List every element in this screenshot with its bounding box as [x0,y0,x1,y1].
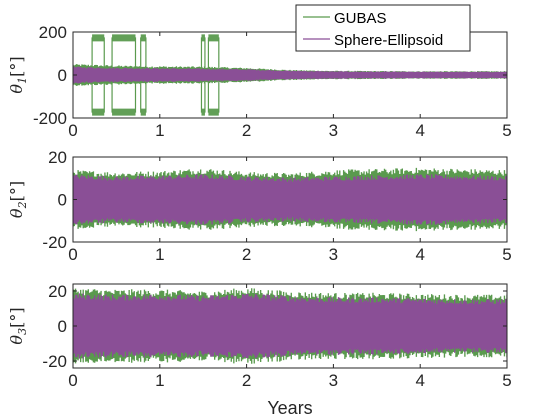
series-sphere-ellipsoid [73,66,507,84]
y-tick-label: -200 [33,109,67,128]
ylabel-symbol: θ [7,84,26,94]
plot-area-theta1 [73,34,507,116]
series-gubas-wrap-top [92,34,105,42]
x-tick-label: 0 [68,371,77,390]
series-sphere-ellipsoid [73,174,507,225]
ylabel-subscript: 1 [16,77,29,84]
x-tick-label: 5 [502,371,511,390]
x-tick-label: 5 [502,121,511,140]
x-tick-label: 2 [242,121,251,140]
ylabel-theta3: θ3[°] [7,307,29,344]
xlabel-years: Years [267,398,312,418]
x-tick-label: 1 [155,371,164,390]
legend: GUBAS Sphere-Ellipsoid [295,4,471,52]
x-tick-label: 3 [329,371,338,390]
y-tick-label: -20 [42,352,67,371]
x-tick-label: 0 [68,245,77,264]
ylabel-unit: [°] [7,56,26,76]
ylabel-theta1: θ1[°] [7,56,29,93]
ylabel-theta2: θ2[°] [7,181,29,218]
series-gubas-wrap-bottom [92,108,105,116]
series-gubas-wrap-bottom [140,108,146,116]
series-gubas-wrap-top [201,34,205,42]
x-tick-label: 0 [68,121,77,140]
y-tick-label: 0 [58,191,67,210]
x-tick-label: 3 [329,121,338,140]
x-tick-label: 4 [415,371,424,390]
ylabel-symbol: θ [7,208,26,218]
series-gubas-wrap-bottom [208,108,219,116]
y-tick-label: -20 [42,233,67,252]
x-tick-label: 4 [415,121,424,140]
x-tick-label: 1 [155,121,164,140]
plot-area-theta3 [73,288,507,364]
y-tick-label: 0 [58,66,67,85]
x-tick-label: 3 [329,245,338,264]
y-tick-label: 20 [48,282,67,301]
series-gubas-wrap-top [208,34,219,42]
x-tick-label: 2 [242,371,251,390]
plot-area-theta2 [73,167,507,232]
y-tick-label: 200 [39,23,67,42]
ylabel-subscript: 3 [16,328,29,335]
x-tick-label: 5 [502,245,511,264]
legend-label-sphere-ellipsoid: Sphere-Ellipsoid [334,32,443,49]
x-tick-label: 4 [415,245,424,264]
x-tick-label: 2 [242,245,251,264]
series-gubas-wrap-top [140,34,146,42]
y-tick-label: 20 [48,148,67,167]
legend-box [295,4,471,52]
ylabel-unit: [°] [7,181,26,201]
x-tick-label: 1 [155,245,164,264]
ylabel-subscript: 2 [16,201,29,209]
series-gubas-wrap-bottom [201,108,205,116]
ylabel-unit: [°] [7,307,26,327]
series-sphere-ellipsoid [73,293,507,359]
ylabel-symbol: θ [7,335,26,345]
series-gubas-wrap-bottom [112,108,136,116]
y-tick-label: 0 [58,317,67,336]
legend-label-gubas: GUBAS [334,10,387,27]
series-gubas-wrap-top [112,34,136,42]
